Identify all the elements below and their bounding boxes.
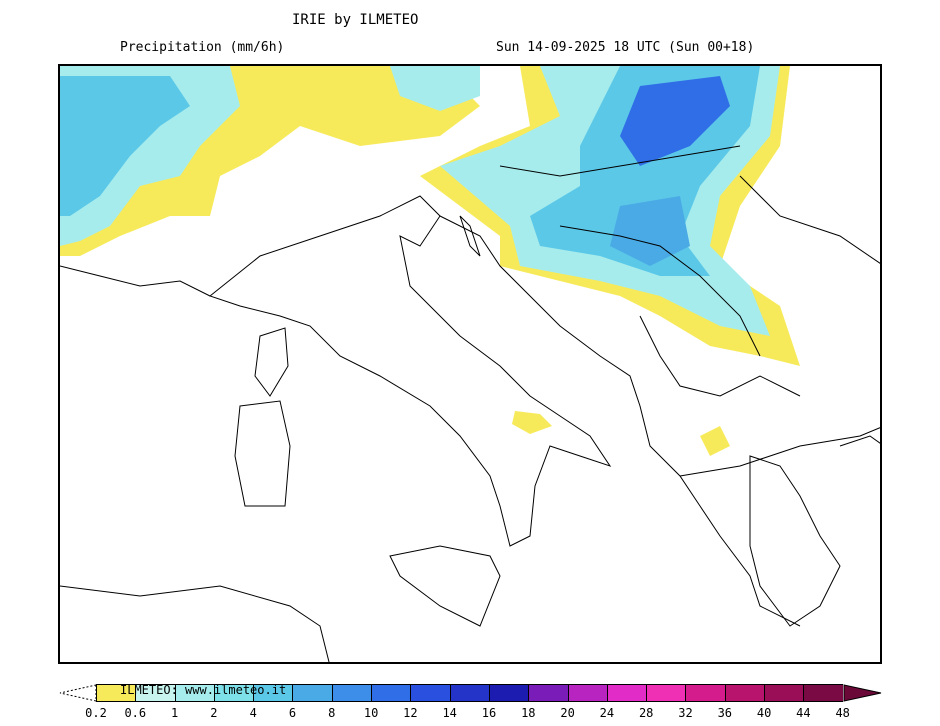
legend-tick-label: 0.6 (124, 706, 147, 720)
precip-area-west-blue (60, 76, 190, 216)
precip-area-east-dark (620, 76, 730, 166)
legend-swatch (331, 684, 372, 702)
legend-tick-label: 20 (560, 706, 575, 720)
coastlines (60, 145, 880, 662)
map-title: IRIE by ILMETEO (292, 12, 419, 28)
legend-color-bar (96, 684, 843, 702)
legend-swatch (685, 684, 725, 702)
legend-swatch (606, 684, 647, 702)
legend-tick-label: 6 (288, 706, 297, 720)
precipitation-map (58, 64, 882, 664)
variable-label: Precipitation (mm/6h) (120, 40, 285, 55)
legend-tick-label: 1 (170, 706, 179, 720)
legend-swatch (567, 684, 607, 702)
legend-tick-label: 48 (835, 706, 850, 720)
precip-area-greece (700, 426, 730, 456)
legend-tick-label: 8 (328, 706, 336, 720)
map-canvas (60, 66, 880, 662)
legend-tick-label: 14 (442, 706, 457, 720)
legend-swatch (96, 684, 136, 702)
legend-left-arrow-icon (59, 684, 97, 702)
precip-area-apulia (512, 411, 552, 434)
legend-credit: ILMETEO: www.ilmeteo.it (120, 683, 287, 697)
legend-swatch (803, 684, 843, 702)
precip-area-alps-cyan (390, 66, 480, 111)
legend-tick-label: 2 (210, 706, 218, 720)
legend-swatch (646, 684, 686, 702)
legend-tick-label: 10 (363, 706, 379, 720)
legend-swatch (528, 684, 568, 702)
legend-tick-label: 40 (756, 706, 772, 720)
legend-swatch (174, 684, 214, 702)
legend-swatch (371, 684, 411, 702)
legend-swatch (449, 684, 489, 702)
legend-tick-label: 12 (403, 706, 418, 720)
legend-tick-label: 0.2 (85, 706, 107, 720)
legend-swatch (253, 684, 293, 702)
legend-swatch (135, 684, 175, 702)
legend-swatch (488, 684, 529, 702)
legend-swatch (410, 684, 450, 702)
legend-right-arrow-icon (843, 684, 882, 702)
legend-swatch (292, 684, 332, 702)
legend-tick-label: 16 (481, 706, 497, 720)
forecast-datetime: Sun 14-09-2025 18 UTC (Sun 00+18) (496, 40, 755, 55)
legend-tick-label: 24 (599, 706, 615, 720)
legend-tick-label: 44 (796, 706, 811, 720)
legend-swatch (764, 684, 804, 702)
legend-tick-label: 4 (249, 706, 257, 720)
legend-tick-label: 28 (638, 706, 654, 720)
legend-tick-label: 36 (717, 706, 733, 720)
legend-swatch (213, 684, 254, 702)
legend-swatch (724, 684, 765, 702)
precip-legend: ILMETEO: www.ilmeteo.it 0.2 0.6 1 2 4 6 8 10 12 1… (58, 683, 888, 724)
legend-tick-label: 32 (678, 706, 693, 720)
legend-tick-label: 18 (521, 706, 536, 720)
precip-area-east-dark2 (610, 196, 690, 266)
